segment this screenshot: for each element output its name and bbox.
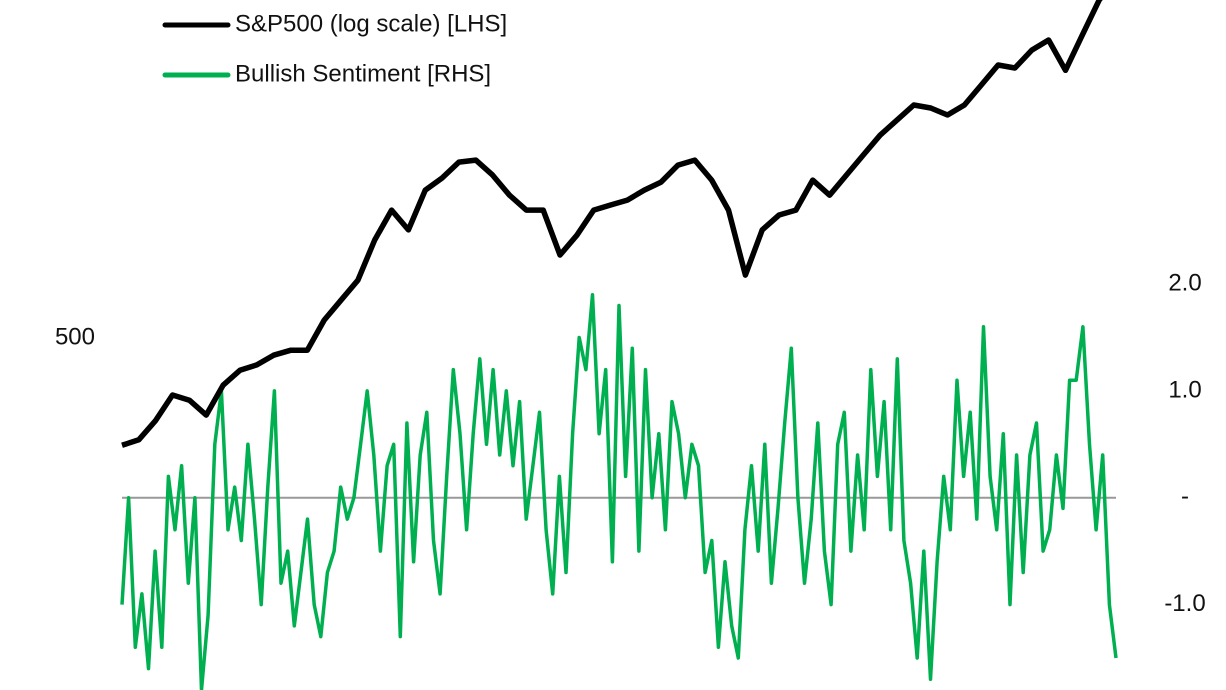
y2-tick-label: 2.0 [1168,269,1201,296]
series-line [121,0,1103,448]
y2-tick-label: - [1181,483,1189,510]
series-line [120,293,1118,690]
legend-label: S&P500 (log scale) [LHS] [235,10,507,37]
y2-tick-label: 1.0 [1168,376,1201,403]
y2-tick-label: -1.0 [1164,590,1205,617]
legend-label: Bullish Sentiment [RHS] [235,60,491,87]
y-tick-label: 500 [55,323,95,350]
